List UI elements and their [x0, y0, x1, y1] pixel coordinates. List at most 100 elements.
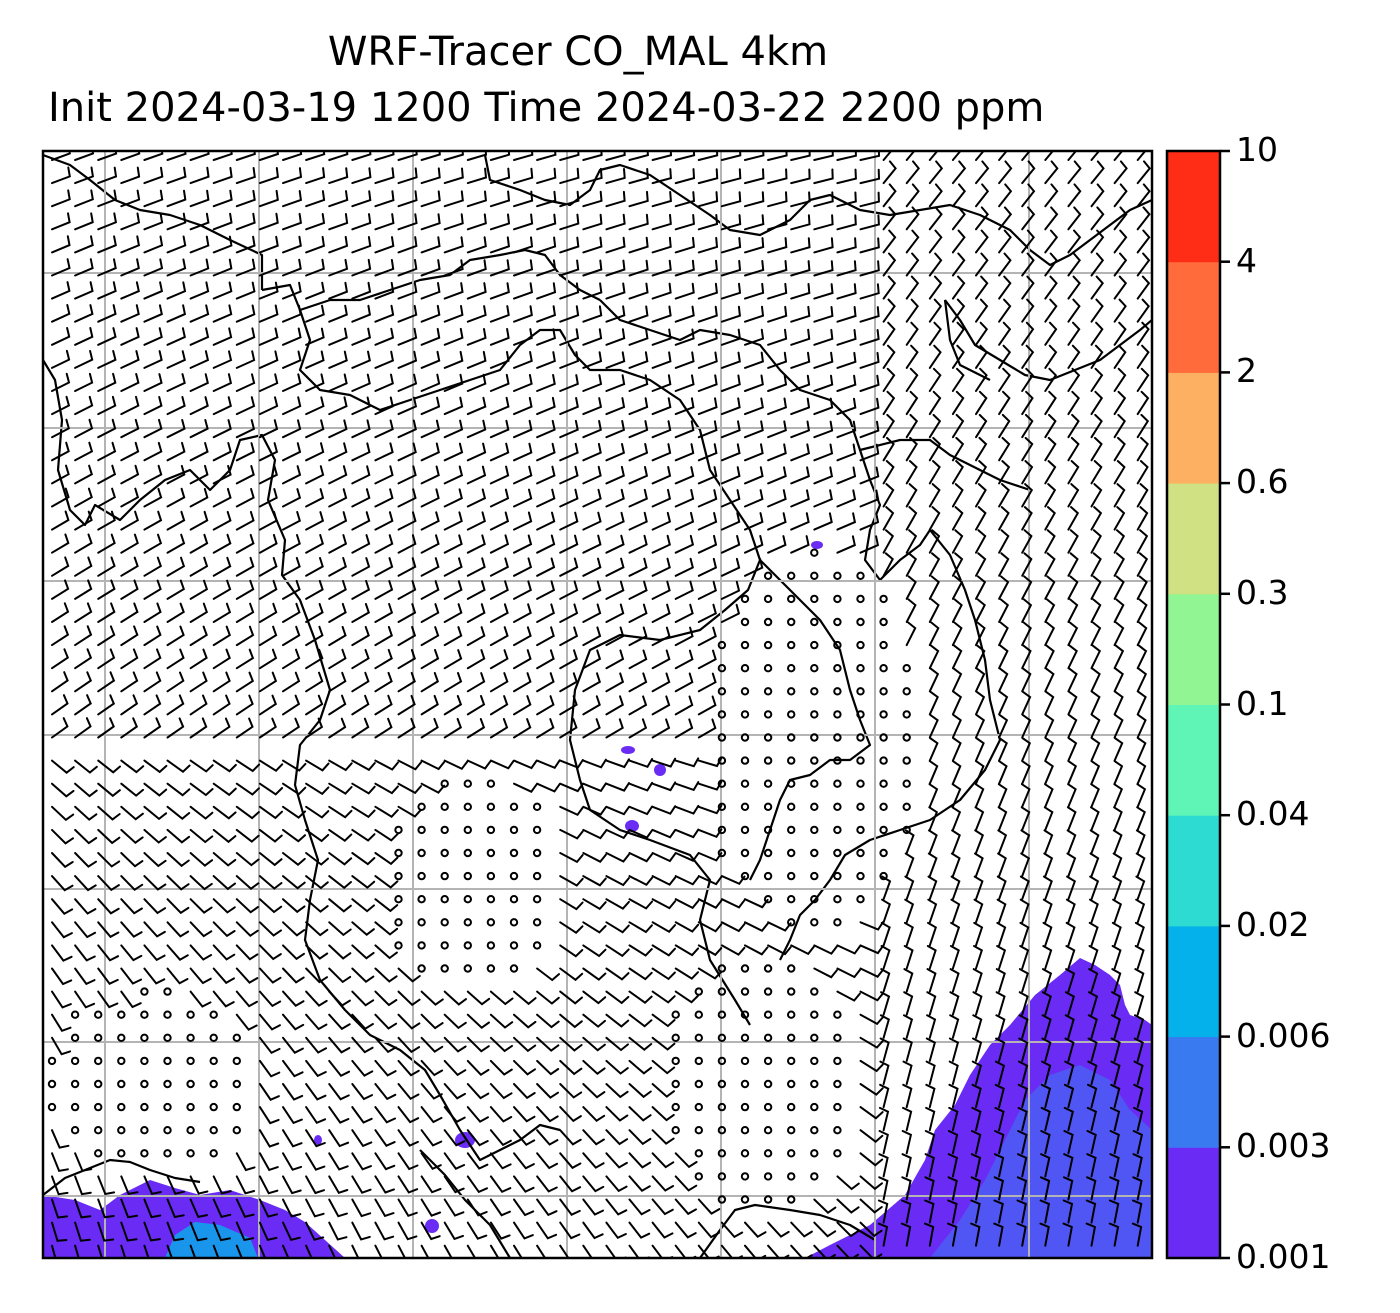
calm-wind-circle — [902, 825, 911, 835]
wind-barb — [1067, 275, 1081, 300]
wind-barb — [605, 603, 625, 623]
wind-barb — [443, 1036, 467, 1053]
calm-wind-circle — [671, 1010, 680, 1019]
wind-barb — [443, 465, 464, 485]
wind-barb — [1044, 529, 1056, 554]
wind-barb — [882, 151, 893, 161]
wind-barb — [513, 782, 538, 793]
wind-barb — [928, 621, 940, 647]
wind-barb — [513, 511, 533, 531]
wind-barb — [443, 557, 463, 577]
wind-barb — [993, 1176, 1005, 1201]
wind-barb — [328, 625, 347, 647]
wind-barb — [767, 305, 788, 323]
wind-barb — [489, 1106, 513, 1123]
calm-wind-circle — [509, 895, 519, 904]
calm-wind-circle — [532, 848, 542, 858]
wind-barb — [466, 1152, 489, 1170]
wind-barb — [74, 327, 94, 346]
wind-barb — [582, 190, 603, 208]
wind-barb — [466, 213, 487, 231]
wind-barb — [305, 1244, 313, 1258]
wind-barb — [235, 212, 256, 231]
wind-barb — [489, 151, 511, 161]
wind-barb — [1018, 968, 1029, 993]
wind-barb — [674, 420, 695, 439]
wind-barb — [489, 419, 510, 439]
wind-barb — [397, 1152, 419, 1171]
wind-barb — [97, 189, 118, 208]
wind-barb — [536, 1059, 560, 1076]
wind-barb — [1113, 321, 1127, 346]
wind-barb — [836, 1221, 860, 1238]
calm-wind-circle — [763, 1172, 773, 1181]
wind-barb — [143, 487, 163, 508]
calm-wind-circle — [787, 964, 796, 973]
wind-barb — [466, 442, 487, 462]
wind-barb — [466, 1221, 488, 1240]
wind-barb — [397, 327, 418, 346]
wind-barb — [605, 236, 626, 254]
wind-barb — [466, 1036, 490, 1053]
wind-barb — [374, 190, 395, 208]
wind-barb — [928, 367, 942, 392]
wind-barb — [443, 1244, 453, 1258]
wind-barb — [559, 442, 579, 462]
wind-barb — [1132, 1153, 1143, 1178]
wind-barb — [513, 1152, 535, 1170]
wind-barb — [305, 235, 326, 254]
wind-barb — [813, 443, 834, 462]
wind-barb — [1113, 690, 1124, 716]
calm-wind-circle — [810, 895, 819, 904]
wind-barb — [97, 151, 118, 161]
wind-barb — [1044, 690, 1055, 716]
wind-barb — [744, 305, 765, 323]
wind-barb — [305, 967, 328, 984]
wind-barb — [143, 805, 168, 821]
wind-barb — [720, 328, 741, 346]
wind-barb — [1136, 344, 1150, 369]
wind-barb — [51, 395, 71, 416]
wind-barb — [902, 1083, 913, 1109]
wind-barb — [628, 351, 649, 369]
wind-barb — [605, 1059, 629, 1075]
wind-barb — [1044, 413, 1057, 439]
wind-barb — [998, 621, 1009, 647]
wind-barb — [1090, 460, 1103, 485]
wind-barb — [351, 213, 372, 231]
wind-barb — [420, 603, 440, 623]
wind-barb — [582, 534, 602, 554]
wind-barb — [513, 1129, 536, 1146]
wind-barb — [651, 213, 672, 231]
wind-barb — [397, 151, 418, 161]
wind-barb — [74, 441, 94, 462]
wind-barb — [697, 151, 719, 161]
wind-barb — [305, 1152, 326, 1171]
wind-barb — [143, 967, 166, 985]
wind-barb — [189, 1244, 197, 1258]
calm-wind-circle — [763, 1010, 773, 1019]
wind-barb — [628, 1013, 653, 1028]
colorbar-segment — [1167, 593, 1220, 705]
wind-barb — [951, 667, 963, 693]
wind-barb — [1136, 413, 1150, 439]
wind-barb — [720, 191, 742, 208]
wind-barb — [374, 350, 395, 369]
wind-barb — [258, 189, 279, 208]
calm-wind-circle — [740, 987, 750, 996]
wind-barb — [328, 875, 352, 890]
wind-barb — [513, 1059, 536, 1076]
wind-barb — [859, 260, 880, 277]
wind-barb — [166, 487, 186, 508]
wind-barb — [374, 717, 393, 739]
wind-barb — [1017, 1083, 1028, 1109]
wind-barb — [559, 828, 584, 840]
wind-barb — [258, 875, 283, 890]
calm-wind-circle — [763, 664, 773, 673]
calm-wind-circle — [394, 941, 403, 950]
calm-wind-circle — [787, 895, 796, 904]
wind-barb — [351, 580, 371, 600]
wind-barb — [994, 1130, 1005, 1155]
wind-barb — [927, 898, 938, 924]
wind-barb — [605, 420, 626, 439]
